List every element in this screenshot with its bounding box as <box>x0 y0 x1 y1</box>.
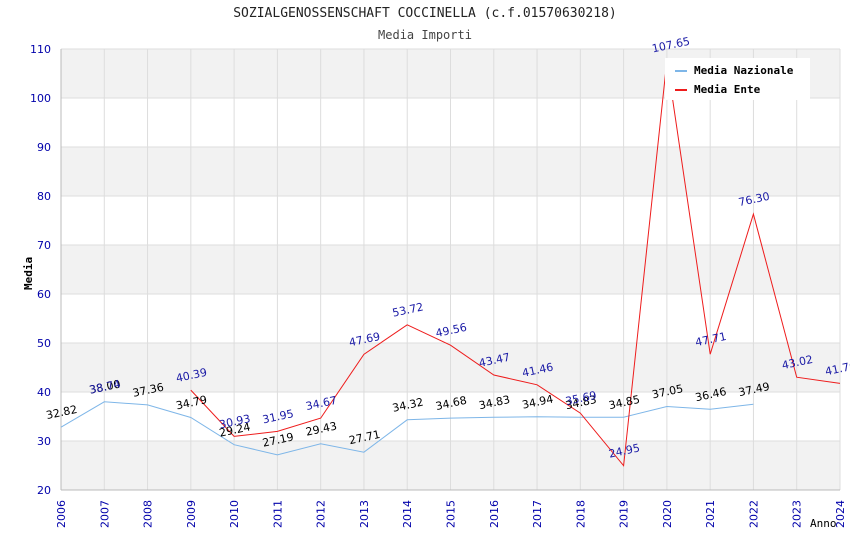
data-label-media-ente: 49.56 <box>434 321 468 340</box>
data-label-media-nazionale: 34.94 <box>521 392 555 411</box>
data-label-media-nazionale: 36.46 <box>694 385 728 404</box>
x-tick-label: 2012 <box>315 500 328 528</box>
y-tick-label: 70 <box>37 239 51 252</box>
legend-label-media-nazionale: Media Nazionale <box>694 64 794 77</box>
x-tick-label: 2023 <box>791 500 804 528</box>
x-tick-label: 2009 <box>185 500 198 528</box>
data-label-media-nazionale: 34.68 <box>434 394 468 413</box>
x-tick-label: 2019 <box>618 500 631 528</box>
legend-swatch-media-ente <box>675 89 687 91</box>
x-tick-label: 2018 <box>574 500 587 528</box>
data-label-media-ente: 47.71 <box>694 330 728 349</box>
data-label-media-ente: 47.69 <box>348 330 382 349</box>
legend: Media Nazionale Media Ente <box>665 58 810 100</box>
data-label-media-ente: 41.76 <box>824 359 850 378</box>
data-label-media-ente: 30.93 <box>218 412 252 431</box>
x-tick-label: 2017 <box>531 500 544 528</box>
data-label-media-nazionale: 37.05 <box>651 382 685 401</box>
x-tick-label: 2021 <box>704 500 717 528</box>
data-label-media-ente: 24.95 <box>608 441 642 460</box>
data-label-media-nazionale: 34.79 <box>175 393 209 412</box>
x-tick-label: 2006 <box>55 500 68 528</box>
series-line-media-nazionale <box>60 401 754 456</box>
data-label-media-ente: 31.95 <box>261 407 295 426</box>
x-tick-labels: 2006 2007 2008 2009 2010 2011 2012 2013 2014 2015… <box>55 500 847 528</box>
x-axis-label: Anno <box>810 517 837 530</box>
data-label-media-nazionale: 37.36 <box>131 381 165 400</box>
data-label-media-ente: 76.30 <box>737 190 771 209</box>
data-label-media-nazionale: 34.83 <box>564 393 598 412</box>
legend-label-media-ente: Media Ente <box>694 83 761 96</box>
chart-subtitle: Media Importi <box>378 28 472 42</box>
y-tick-label: 50 <box>37 337 51 350</box>
x-tick-label: 2007 <box>98 500 111 528</box>
legend-swatch-media-nazionale <box>675 70 687 72</box>
x-tick-label: 2016 <box>488 500 501 528</box>
x-tick-label: 2024 <box>834 500 847 528</box>
y-tick-label: 30 <box>37 435 51 448</box>
y-tick-label: 20 <box>37 484 51 497</box>
x-tick-label: 2008 <box>142 500 155 528</box>
data-label-media-ente: 53.72 <box>391 300 425 319</box>
y-tick-label: 110 <box>30 43 51 56</box>
data-label-media-nazionale: 34.85 <box>608 393 642 412</box>
plot-grid <box>60 48 841 491</box>
plot-axes <box>60 49 840 491</box>
y-tick-labels: 20 30 40 50 60 70 80 90 100 110 <box>30 43 51 497</box>
y-tick-label: 60 <box>37 288 51 301</box>
data-label-media-nazionale: 38.00 <box>88 377 122 396</box>
data-label-media-nazionale: 37.49 <box>737 380 771 399</box>
x-tick-label: 2014 <box>401 500 414 528</box>
data-label-media-nazionale: 34.83 <box>478 393 512 412</box>
chart-title: SOZIALGENOSSENSCHAFT COCCINELLA (c.f.015… <box>233 6 617 21</box>
data-label-media-nazionale: 29.43 <box>305 419 339 438</box>
data-label-media-ente: 43.47 <box>478 351 512 370</box>
data-label-media-ente: 34.67 <box>305 394 339 413</box>
y-tick-label: 90 <box>37 141 51 154</box>
series-line-media-ente <box>190 60 841 467</box>
x-tick-label: 2011 <box>271 500 284 528</box>
data-label-media-nazionale: 34.32 <box>391 396 425 415</box>
data-label-media-ente: 41.46 <box>521 361 555 380</box>
y-axis-label: Media <box>22 256 35 290</box>
data-label-media-ente: 43.02 <box>781 353 815 372</box>
x-tick-label: 2022 <box>747 500 760 528</box>
data-label-media-nazionale: 27.19 <box>261 430 295 449</box>
x-tick-label: 2020 <box>661 500 674 528</box>
y-tick-label: 80 <box>37 190 51 203</box>
x-tick-label: 2015 <box>445 500 458 528</box>
y-tick-label: 40 <box>37 386 51 399</box>
data-label-media-nazionale: 32.82 <box>45 403 79 422</box>
data-label-media-ente: 38.74 <box>88 377 122 396</box>
data-label-media-ente: 40.39 <box>175 366 209 385</box>
y-tick-label: 100 <box>30 92 51 105</box>
data-labels: 32.82 38.00 37.36 34.79 29.24 27.19 29.43 27.71… <box>45 35 850 461</box>
data-label-media-nazionale: 27.71 <box>348 428 382 447</box>
data-label-media-ente: 35.69 <box>564 389 598 408</box>
series-lines <box>60 60 841 467</box>
data-label-media-nazionale: 29.24 <box>218 420 252 439</box>
x-tick-label: 2013 <box>358 500 371 528</box>
x-tick-label: 2010 <box>228 500 241 528</box>
